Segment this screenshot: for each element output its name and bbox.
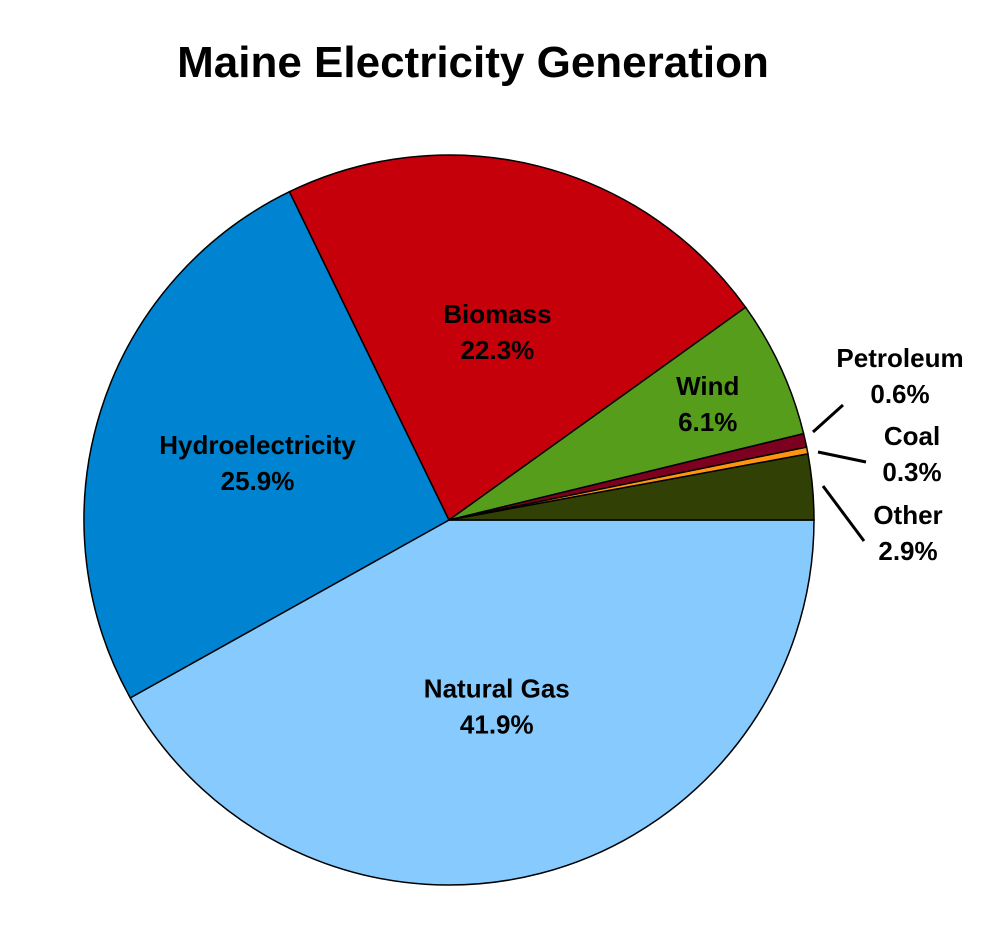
label-name-natural-gas: Natural Gas [424,674,570,704]
leader-line-coal [817,450,867,464]
label-value-natural-gas: 41.9% [460,710,534,740]
pie-slices [83,154,815,886]
slice-natural-gas [129,519,815,886]
label-value-other: 2.9% [878,536,937,566]
label-value-hydroelectricity: 25.9% [221,466,295,496]
chart-title: Maine Electricity Generation [177,38,769,87]
leader-line-other [821,485,866,542]
label-value-wind: 6.1% [678,407,737,437]
label-value-petroleum: 0.6% [870,379,929,409]
slice-other [448,452,815,521]
label-name-other: Other [873,500,942,530]
slice-wind [448,306,805,521]
label-value-biomass: 22.3% [461,335,535,365]
label-name-biomass: Biomass [443,299,551,329]
slice-hydroelectricity [83,190,450,699]
leader-line-petroleum [811,403,845,434]
leader-lines [811,403,867,542]
label-name-hydroelectricity: Hydroelectricity [159,430,356,460]
label-value-coal: 0.3% [882,457,941,487]
slice-biomass [288,154,747,522]
label-name-wind: Wind [676,371,739,401]
slice-labels: Natural Gas 41.9% Hydroelectricity 25.9% Bio… [159,299,963,740]
label-name-coal: Coal [884,421,940,451]
label-name-petroleum: Petroleum [836,343,963,373]
